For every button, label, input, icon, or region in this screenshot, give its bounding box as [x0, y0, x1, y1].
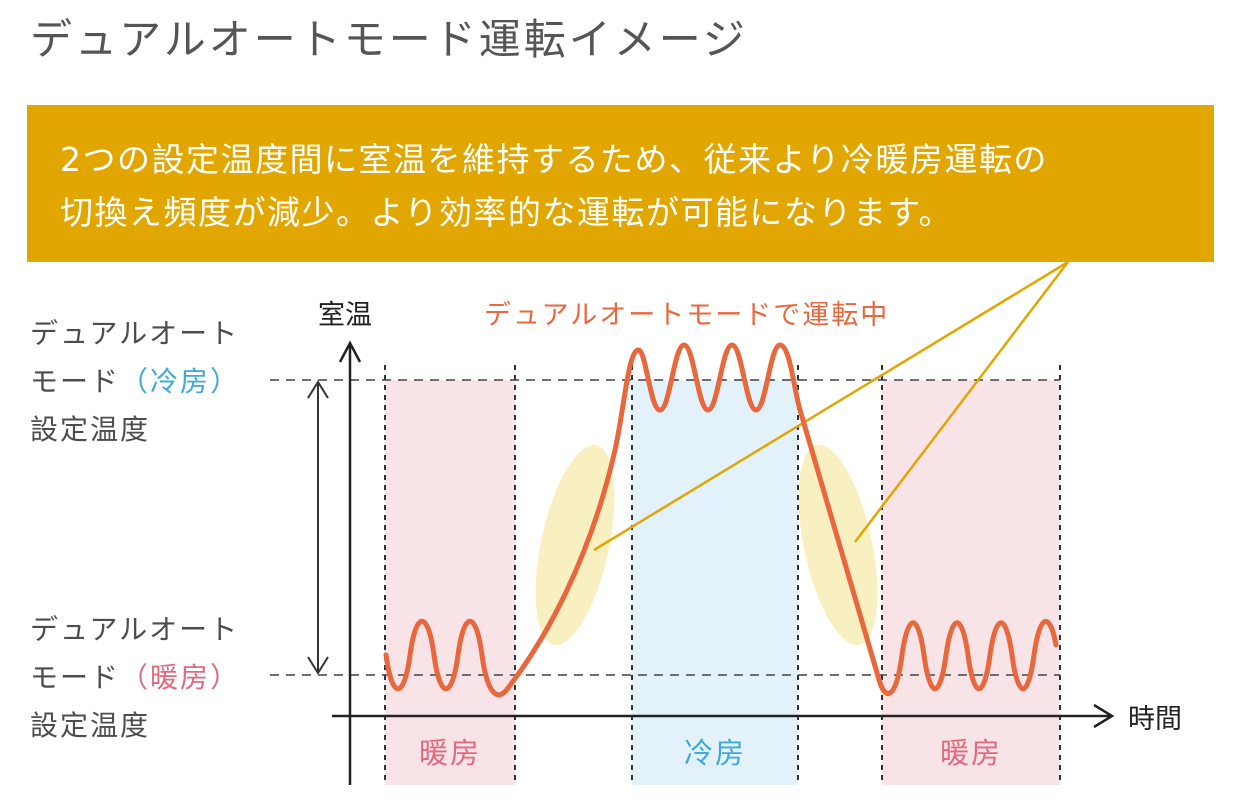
cooling-setpoint-label: デュアルオート モード（冷房） 設定温度	[30, 310, 240, 454]
setpoint-range-arrow	[307, 380, 329, 675]
cooling-setpoint-mode: （冷房）	[120, 365, 241, 398]
summary-banner: 2つの設定温度間に室温を維持するため、従来より冷暖房運転の 切換え頻度が減少。よ…	[27, 105, 1214, 262]
mode-caption: デュアルオートモードで運転中	[484, 300, 890, 331]
cooling-setpoint-line1: デュアルオート	[30, 317, 240, 350]
zone-label-heating-right: 暖房	[939, 736, 1003, 770]
cooling-zone	[632, 380, 798, 785]
cooling-setpoint-line3: 設定温度	[30, 413, 151, 446]
heating-setpoint-line3: 設定温度	[30, 709, 151, 742]
room-temperature-curve	[383, 342, 1059, 698]
heating-setpoint-label: デュアルオート モード（暖房） 設定温度	[30, 606, 240, 750]
x-axis	[332, 703, 1115, 729]
cooling-setpoint-prefix: モード	[30, 365, 121, 398]
y-axis-label: 室温	[318, 300, 372, 331]
banner-line-1: 2つの設定温度間に室温を維持するため、従来より冷暖房運転の	[60, 140, 1048, 179]
heating-setpoint-prefix: モード	[30, 661, 121, 694]
zone-label-cooling: 冷房	[683, 736, 747, 770]
callout-line	[593, 260, 1069, 552]
zone-label-heating-left: 暖房	[418, 736, 482, 770]
heating-zone-right	[882, 380, 1060, 785]
x-axis-label: 時間	[1128, 704, 1182, 735]
banner-line-2: 切換え頻度が減少。より効率的な運転が可能になります。	[60, 193, 954, 232]
y-axis	[338, 340, 362, 785]
heating-setpoint-mode: （暖房）	[120, 661, 241, 694]
page-title: デュアルオートモード運転イメージ	[30, 15, 748, 64]
heating-setpoint-line1: デュアルオート	[30, 613, 240, 646]
heating-zone-left	[385, 380, 515, 785]
callout-line	[854, 261, 1069, 543]
transition-highlight-rise	[535, 444, 615, 646]
